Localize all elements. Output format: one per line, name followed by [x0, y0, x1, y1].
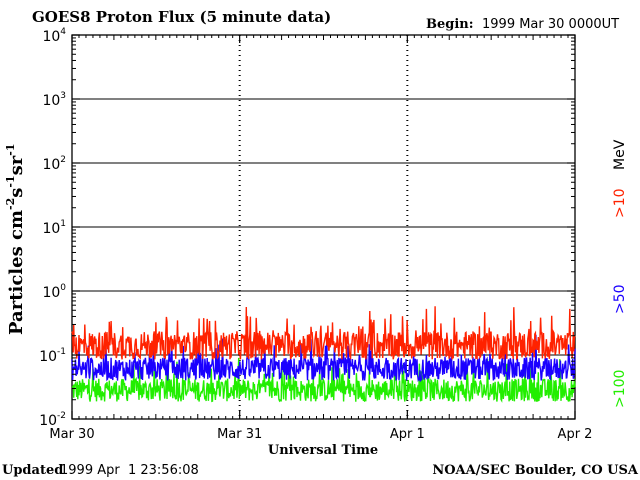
- begin-value: 1999 Mar 30 0000UT: [482, 17, 619, 32]
- y-tick-exponent: 4: [60, 27, 66, 37]
- ylabel-s: s: [6, 188, 27, 198]
- begin-label: Begin:: [426, 17, 474, 32]
- series-line-gt10: [71, 306, 576, 361]
- y-tick-exponent: -2: [57, 411, 66, 421]
- y-tick-exponent: 1: [60, 219, 66, 229]
- x-tick-label: Apr 2: [558, 427, 593, 442]
- y-tick-base: 10: [39, 349, 57, 365]
- ylabel-exp3: -1: [4, 144, 17, 156]
- organization: NOAA/SEC Boulder, CO USA: [432, 463, 639, 478]
- y-tick-base: 10: [42, 29, 60, 45]
- y-tick-base: 10: [42, 93, 60, 109]
- grid: [72, 98, 575, 356]
- legend-item-gt50: >50: [612, 284, 628, 314]
- y-tick-label: 10-1: [39, 347, 66, 365]
- y-tick-label: 100: [42, 283, 66, 301]
- legend-item-gt10: >10: [612, 188, 628, 218]
- chart-title: GOES8 Proton Flux (5 minute data): [32, 8, 331, 26]
- y-tick-label: 102: [42, 155, 66, 173]
- updated-label: Updated: [2, 463, 63, 478]
- x-axis-ticks: Mar 30 Mar 31 Apr 1 Apr 2: [49, 35, 592, 442]
- y-tick-exponent: 2: [60, 155, 66, 165]
- x-tick-label: Apr 1: [390, 427, 425, 442]
- ylabel-sr: sr: [6, 155, 27, 175]
- x-axis-label: Universal Time: [268, 443, 378, 458]
- legend-unit: MeV: [612, 139, 628, 170]
- y-tick-exponent: 0: [60, 283, 66, 293]
- ylabel-main: Particles cm: [6, 210, 27, 335]
- legend-item-gt100: >100: [612, 370, 628, 408]
- y-tick-exponent: 3: [60, 91, 66, 101]
- updated-value: 1999 Apr 1 23:56:08: [60, 463, 199, 478]
- y-tick-exponent: -1: [57, 347, 66, 357]
- ylabel-exp1: -2: [4, 198, 17, 210]
- y-tick-base: 10: [42, 157, 60, 173]
- y-tick-base: 10: [39, 413, 57, 429]
- series-line-gt100: [71, 357, 576, 403]
- x-tick-label: Mar 30: [49, 427, 94, 442]
- y-tick-base: 10: [42, 285, 60, 301]
- y-tick-label: 10-2: [39, 411, 66, 429]
- svg-text:Particles cm-2s-1sr-1: Particles cm-2s-1sr-1: [4, 144, 27, 335]
- y-tick-label: 101: [42, 219, 66, 237]
- series-lines: [71, 306, 576, 403]
- y-tick-base: 10: [42, 221, 60, 237]
- y-tick-label: 103: [42, 91, 66, 109]
- y-axis-label: Particles cm-2s-1sr-1: [4, 144, 27, 335]
- legend: MeV >10 >50 >100: [612, 139, 628, 408]
- y-tick-label: 104: [42, 27, 66, 45]
- series-line-gt50: [71, 334, 576, 383]
- x-tick-label: Mar 31: [217, 427, 262, 442]
- ylabel-exp2: -1: [4, 175, 17, 187]
